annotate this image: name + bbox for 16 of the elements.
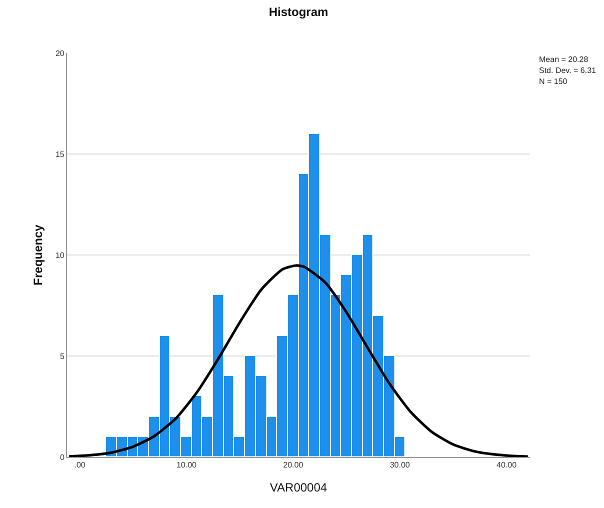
y-tick-label: 15 bbox=[55, 150, 65, 159]
x-tick-label: .00 bbox=[74, 460, 86, 470]
text: Mean = 20.28 bbox=[539, 55, 589, 64]
text: Std. Dev. = 6.31 bbox=[539, 66, 597, 75]
y-tick-label: 10 bbox=[55, 250, 65, 260]
x-axis-title: VAR00004 bbox=[270, 480, 328, 494]
x-tick-label: 20.00 bbox=[283, 460, 304, 470]
text: N = 150 bbox=[539, 77, 568, 86]
y-tick-label: 0 bbox=[60, 452, 65, 462]
chart-title: Histogram bbox=[268, 5, 328, 20]
y-tick-label: 5 bbox=[60, 352, 65, 361]
x-tick-label: 40.00 bbox=[496, 460, 518, 470]
x-tick-label: 10.00 bbox=[176, 460, 198, 470]
x-tick-label: 30.00 bbox=[390, 460, 410, 470]
y-tick-label: 20 bbox=[55, 48, 65, 58]
y-axis-title: Frequency bbox=[30, 224, 45, 286]
